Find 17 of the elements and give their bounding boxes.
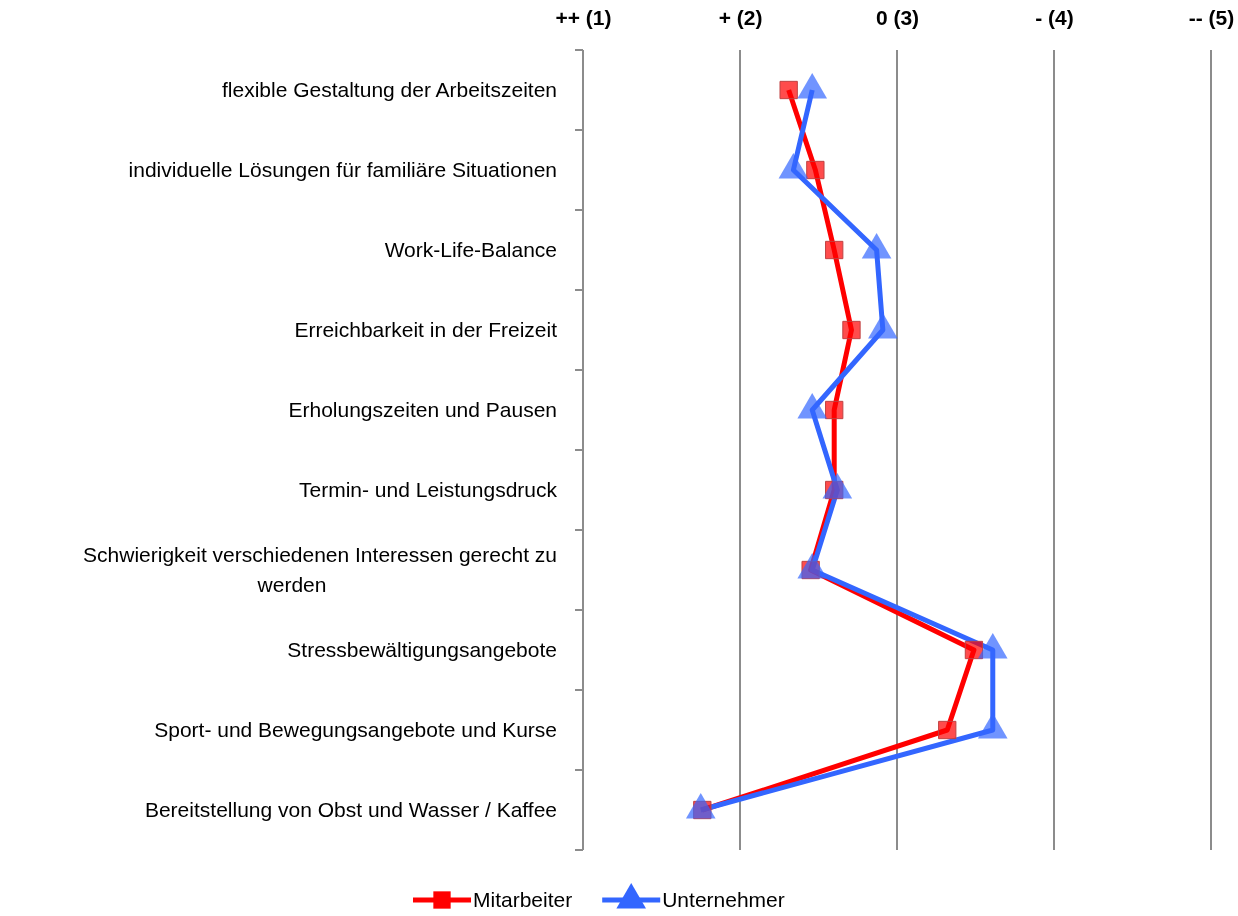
y-tick-label: Stressbewältigungsangebote <box>287 638 557 662</box>
x-tick-label: -- (5) <box>1188 6 1235 29</box>
legend-label: Unternehmer <box>662 888 785 912</box>
y-tick-label: individuelle Lösungen für familiäre Situationen <box>128 158 557 182</box>
y-tick-label: Schwierigkeit verschiedenen Interessen gerecht zu werden <box>83 543 557 597</box>
y-tick-label: flexible Gestaltung der Arbeitszeiten <box>221 78 557 102</box>
y-tick-label: Erholungszeiten und Pausen <box>288 398 557 422</box>
y-tick-label: Work-Life-Balance <box>384 238 557 262</box>
x-tick-label: + (2) <box>718 6 763 29</box>
x-tick-label: 0 (3) <box>875 6 920 29</box>
x-tick-label: ++ (1) <box>555 6 612 29</box>
y-tick-label: Sport- und Bewegungsangebote und Kurse <box>154 718 557 742</box>
y-tick-label: Termin- und Leistungsdruck <box>299 478 558 502</box>
legend-label: Mitarbeiter <box>473 888 573 912</box>
y-tick-label: Bereitstellung von Obst und Wasser / Kaffee <box>144 798 557 822</box>
x-tick-label: - (4) <box>1035 6 1074 29</box>
y-tick-label: Erreichbarkeit in der Freizeit <box>294 318 558 342</box>
